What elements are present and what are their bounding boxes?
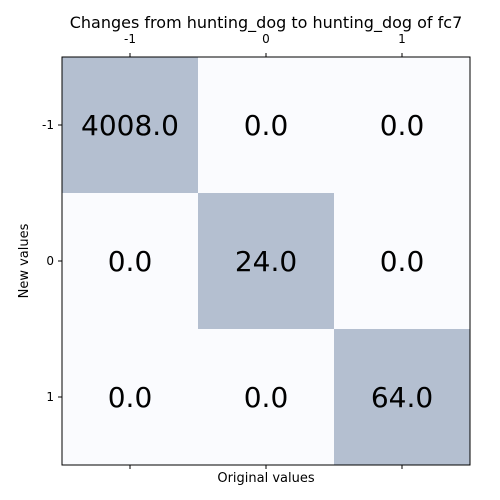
heatmap-cell-r0-c1: [198, 57, 334, 193]
cell-value-label-r0-c1: 0.0: [244, 109, 289, 142]
y-axis-label: New values: [17, 223, 32, 298]
y-tick-label-0: -1: [42, 118, 54, 132]
x-tick-label-2: 1: [398, 32, 406, 46]
y-axis-ticks: -1 0 1: [42, 118, 62, 404]
heatmap-cell-r1-c2: [334, 193, 470, 329]
x-tick-label-1: 0: [262, 32, 270, 46]
cell-value-label-r2-c1: 0.0: [244, 381, 289, 414]
chart-title: Changes from hunting_dog to hunting_dog …: [70, 13, 463, 33]
y-tick-label-1: 0: [46, 254, 54, 268]
cell-value-label-r1-c2: 0.0: [380, 245, 425, 278]
cell-value-label-r0-c2: 0.0: [380, 109, 425, 142]
heatmap-cells: [62, 57, 470, 465]
cell-value-label-r2-c0: 0.0: [108, 381, 153, 414]
heatmap-cell-r0-c2: [334, 57, 470, 193]
y-tick-label-2: 1: [46, 390, 54, 404]
x-axis-top-ticks: -1 0 1: [124, 32, 406, 57]
heatmap-cell-r2-c0: [62, 329, 198, 465]
x-tick-label-0: -1: [124, 32, 136, 46]
cell-value-label-r1-c1: 24.0: [235, 245, 297, 278]
heatmap-value-labels: 4008.0 0.0 0.0 0.0 24.0 0.0 0.0 0.0 64.0: [81, 109, 433, 414]
cell-value-label-r0-c0: 4008.0: [81, 109, 179, 142]
cell-value-label-r2-c2: 64.0: [371, 381, 433, 414]
heatmap-cell-r2-c1: [198, 329, 334, 465]
heatmap-cell-r2-c2: [334, 329, 470, 465]
heatmap-cell-r0-c0: [62, 57, 198, 193]
x-axis-bottom-ticks: [129, 465, 403, 469]
heatmap-cell-r1-c1: [198, 193, 334, 329]
x-axis-label: Original values: [217, 471, 315, 486]
cell-value-label-r1-c0: 0.0: [108, 245, 153, 278]
heatmap-cell-r1-c0: [62, 193, 198, 329]
